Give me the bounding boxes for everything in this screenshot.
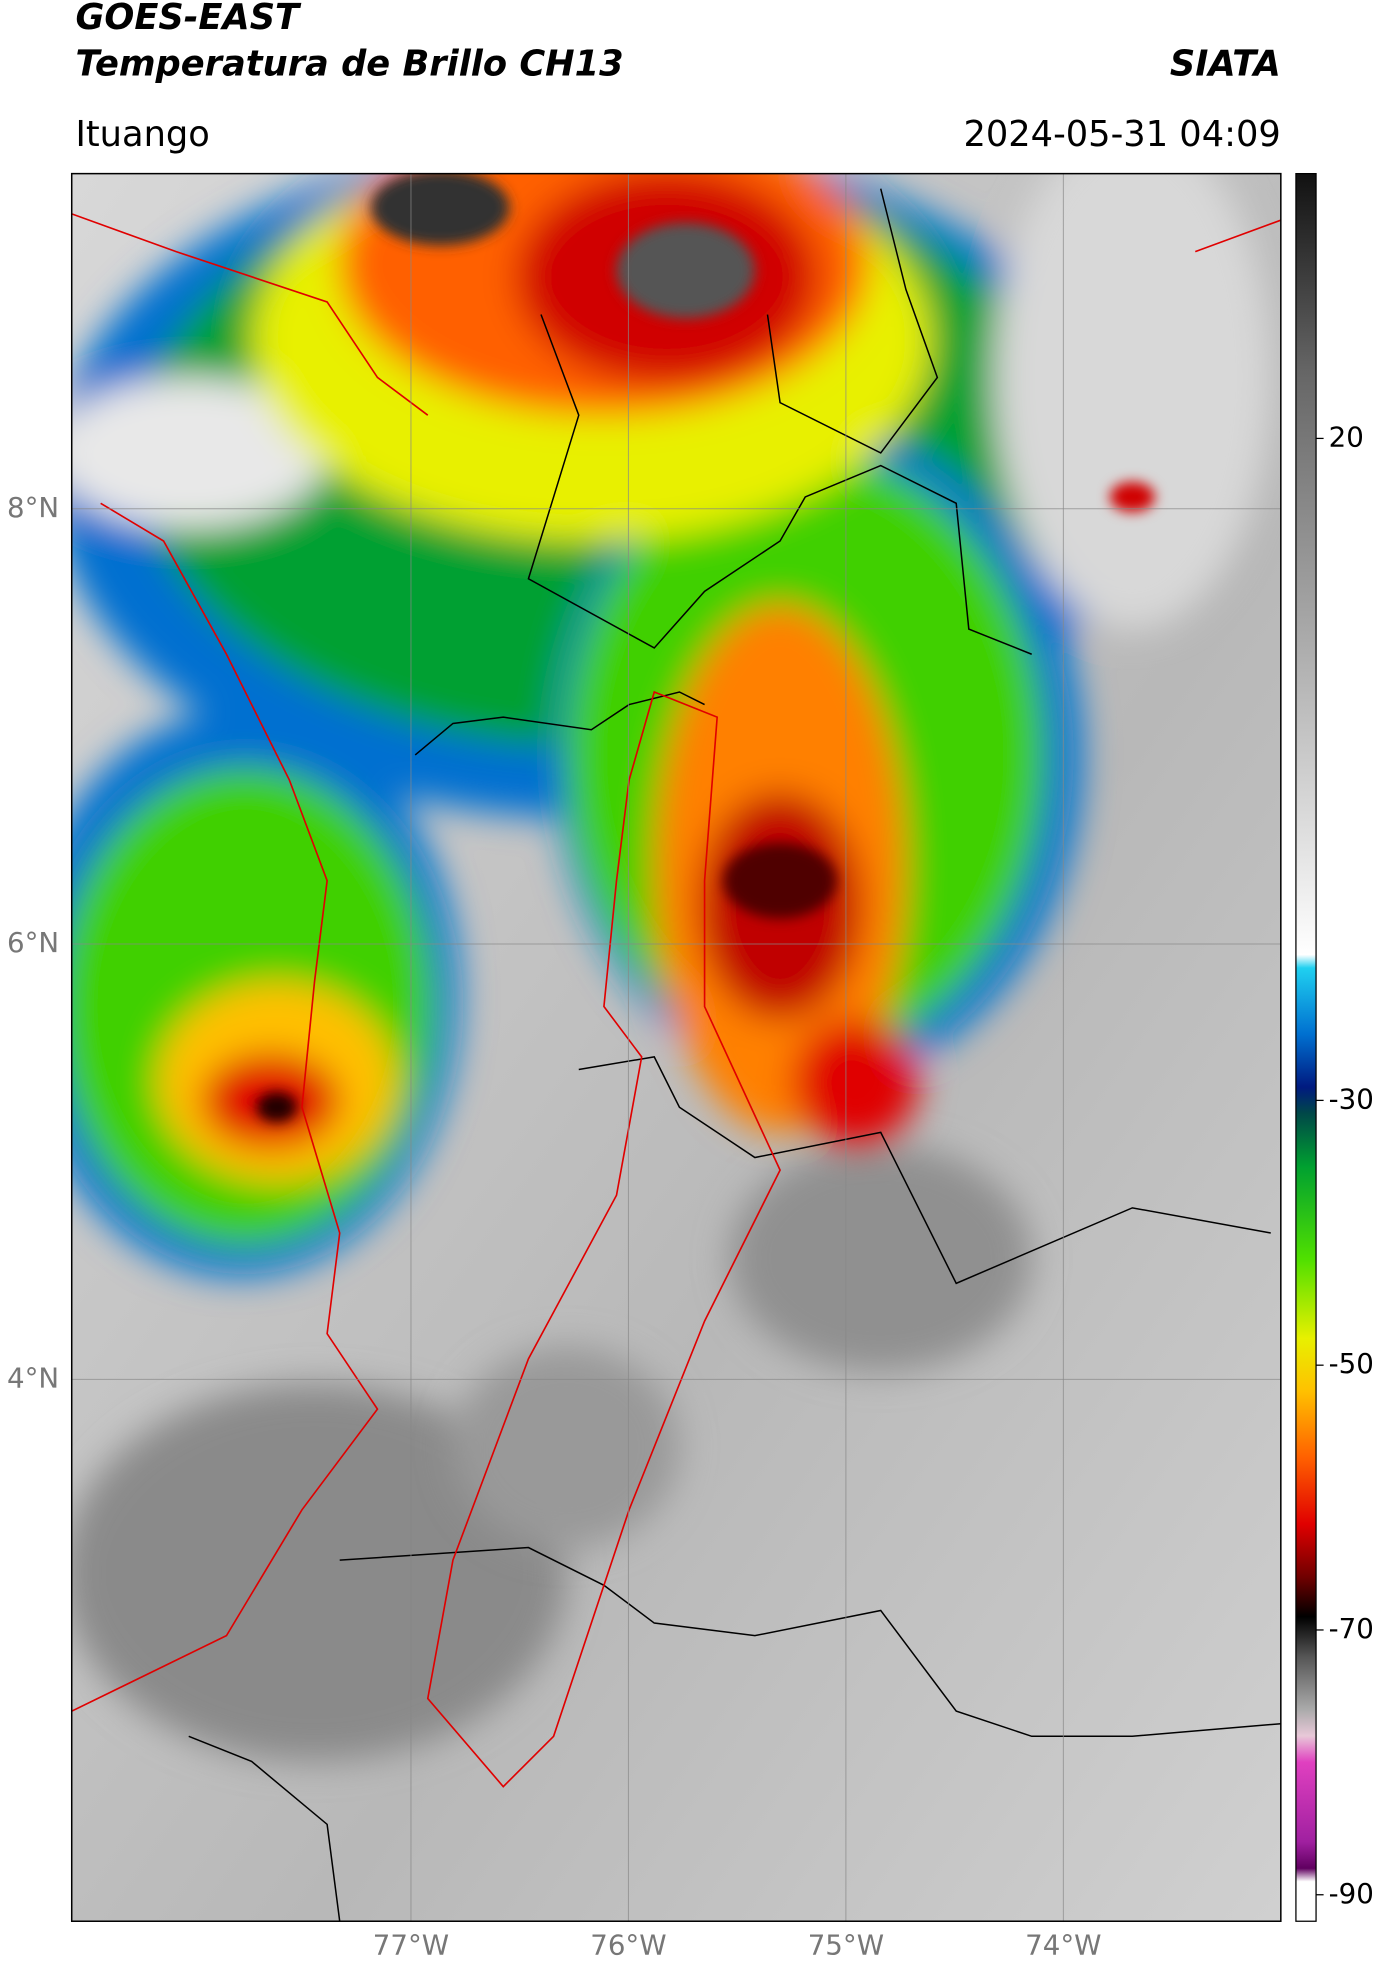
y-tick-label: 8°N (7, 491, 59, 524)
title: GOES-EAST (75, 0, 302, 38)
timestamp: 2024-05-31 04:09 (963, 114, 1280, 155)
colorbar-tick-label: -30 (1329, 1082, 1374, 1115)
x-tick-label: 76°W (590, 1928, 666, 1961)
satellite-image (71, 173, 1281, 1922)
colorbar-tick-label: -70 (1329, 1612, 1374, 1645)
colorbar-tick-label: -50 (1329, 1347, 1374, 1380)
y-tick-label: 4°N (7, 1361, 59, 1394)
source: SIATA (1170, 43, 1281, 84)
subtitle: Temperatura de Brillo CH13 (75, 43, 623, 84)
x-tick-label: 74°W (1025, 1928, 1101, 1961)
x-tick-label: 75°W (808, 1928, 884, 1961)
colorbar (1295, 172, 1317, 1922)
map-frame (70, 172, 1282, 1922)
colorbar-tick-label: -90 (1329, 1877, 1374, 1910)
y-tick-label: 6°N (7, 926, 59, 959)
x-tick-label: 77°W (373, 1928, 449, 1961)
colorbar-tick-label: 20 (1329, 420, 1364, 453)
location: Ituango (75, 114, 209, 155)
